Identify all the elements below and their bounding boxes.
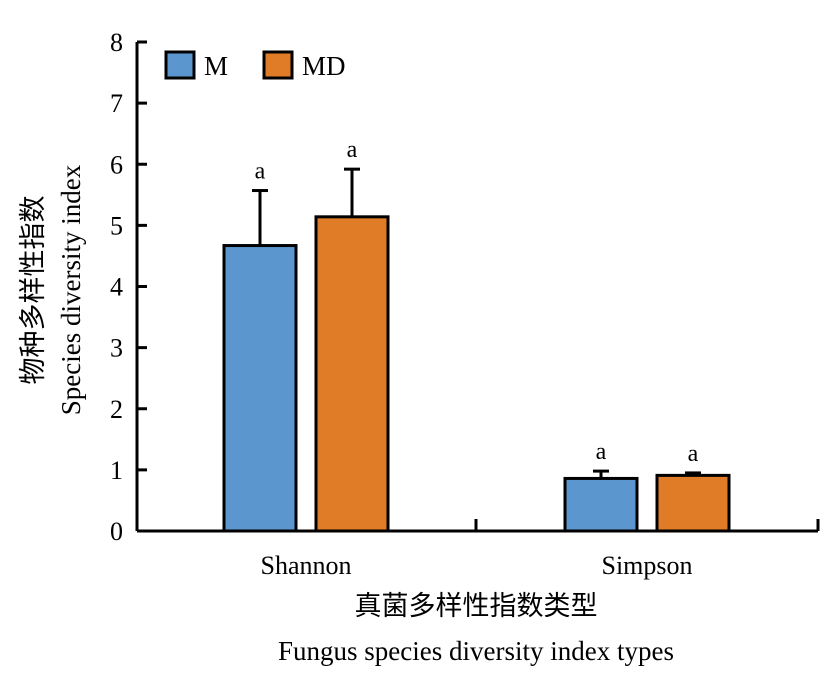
y-tick-label: 5 xyxy=(110,211,123,240)
bar-MD-Shannon xyxy=(314,215,390,533)
x-axis-label-cn: 真菌多样性指数类型 xyxy=(355,591,598,621)
bar-MD-Simpson xyxy=(655,473,731,533)
significance-letter: a xyxy=(688,441,699,467)
y-tick-label: 0 xyxy=(110,517,123,546)
legend: M MD xyxy=(164,50,346,81)
y-tick-label: 3 xyxy=(110,334,123,363)
error-bars xyxy=(252,167,701,479)
bar-M-Shannon xyxy=(222,244,298,533)
y-tick-label: 4 xyxy=(110,273,123,302)
y-tick-label: 6 xyxy=(110,150,123,179)
legend-swatch-MD xyxy=(262,50,294,80)
bar-M-Simpson xyxy=(563,476,639,533)
x-tick-label: Simpson xyxy=(601,551,692,580)
significance-letter: a xyxy=(596,439,607,465)
significance-letter: a xyxy=(255,159,266,185)
y-axis-label-cn: 物种多样性指数 xyxy=(18,196,48,385)
significance-letter: a xyxy=(347,137,358,163)
y-tick-label: 2 xyxy=(110,395,123,424)
y-axis-label-en: Species diversity index xyxy=(56,164,86,415)
x-axis-label-en: Fungus species diversity index types xyxy=(278,636,674,666)
legend-label-MD: MD xyxy=(302,51,346,81)
y-tick-label: 1 xyxy=(110,456,123,485)
y-tick-label: 7 xyxy=(110,89,123,118)
bars xyxy=(222,215,731,533)
legend-label-M: M xyxy=(204,51,228,81)
x-tick-label: Shannon xyxy=(261,551,352,580)
legend-swatch-M xyxy=(164,50,196,80)
y-tick-label: 8 xyxy=(110,28,123,57)
significance-letters: a a a a xyxy=(255,137,699,467)
